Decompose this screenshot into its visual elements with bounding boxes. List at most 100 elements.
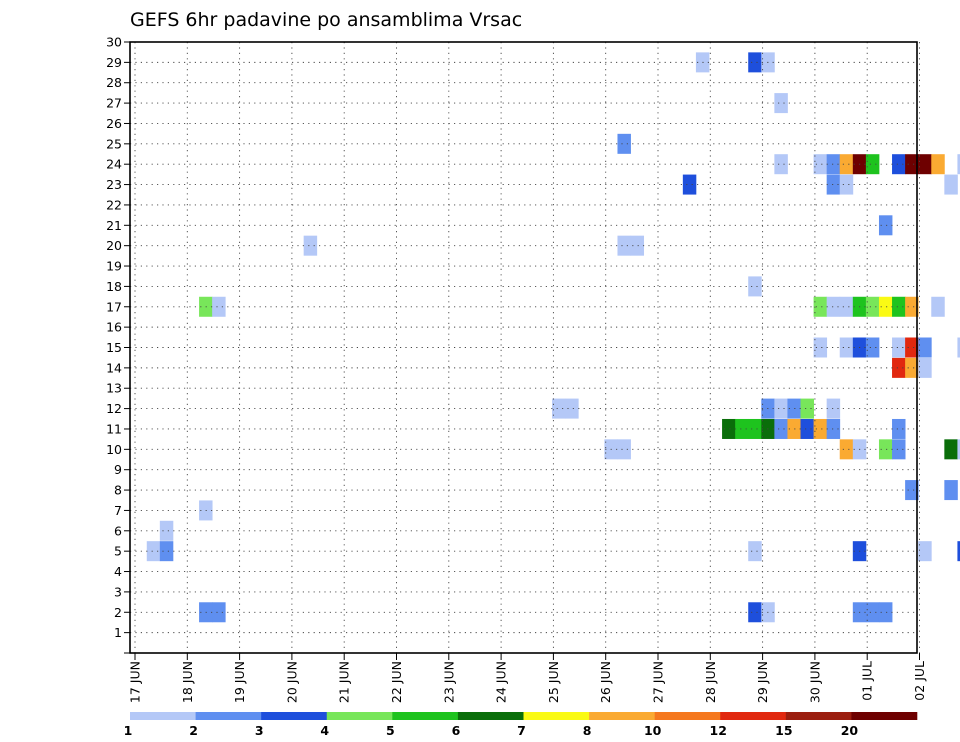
heatmap-cell: [552, 398, 566, 419]
colorbar-label: 3: [255, 723, 264, 738]
y-tick-label: 5: [114, 544, 122, 559]
heatmap-cell: [892, 418, 906, 439]
x-tick-label: 17 JUN: [128, 661, 143, 703]
heatmap-cell: [159, 520, 174, 541]
heatmap-cell: [826, 296, 841, 317]
y-tick-label: 30: [106, 35, 122, 50]
heatmap-cell: [748, 418, 762, 439]
heatmap-cell: [159, 541, 174, 562]
heatmap-cell: [212, 296, 226, 317]
y-tick-label: 11: [106, 421, 122, 436]
heatmap-cell: [722, 418, 736, 439]
heatmap-cell: [839, 439, 854, 460]
y-tick-label: 10: [106, 442, 122, 457]
heatmap-cell: [865, 154, 880, 175]
y-tick-label: 4: [114, 564, 122, 579]
colorbar-swatch: [851, 712, 918, 720]
x-tick-label: 19 JUN: [232, 661, 247, 703]
heatmap-cell: [918, 541, 932, 562]
colorbar-swatch: [392, 712, 459, 720]
heatmap-cell: [774, 418, 788, 439]
heatmap-cells: [146, 52, 960, 623]
heatmap-cell: [865, 337, 880, 358]
x-tick-label: 27 JUN: [651, 661, 666, 703]
colorbar-label: 8: [583, 723, 592, 738]
heatmap-cell: [839, 174, 854, 195]
heatmap-cell: [839, 337, 854, 358]
heatmap-cell: [774, 154, 788, 175]
heatmap-cell: [787, 398, 801, 419]
heatmap-cell: [826, 174, 841, 195]
colorbar-label: 1: [124, 723, 133, 738]
heatmap-cell: [931, 296, 945, 317]
heatmap-cell: [918, 357, 932, 378]
heatmap-cell: [905, 480, 919, 501]
colorbar-swatch: [195, 712, 262, 720]
heatmap-cell: [826, 154, 841, 175]
x-tick-label: 02 JUL: [912, 661, 927, 701]
colorbar-swatch: [523, 712, 590, 720]
x-tick-label: 30 JUN: [807, 661, 822, 703]
colorbar-swatch: [457, 712, 524, 720]
colorbar-swatch: [130, 712, 196, 720]
y-tick-label: 6: [114, 523, 122, 538]
heatmap-cell: [800, 418, 814, 439]
heatmap-cell: [813, 337, 828, 358]
heatmap-cell: [905, 357, 919, 378]
y-tick-label: 13: [106, 381, 122, 396]
heatmap-cell: [800, 398, 814, 419]
x-tick-label: 24 JUN: [494, 661, 509, 703]
colorbar-swatch: [326, 712, 393, 720]
heatmap-cell: [748, 52, 762, 73]
y-tick-label: 28: [106, 75, 122, 90]
x-tick-label: 18 JUN: [180, 661, 195, 703]
y-tick-label: 1: [114, 625, 122, 640]
heatmap-cell: [892, 296, 906, 317]
heatmap-cell: [957, 439, 960, 460]
y-tick-label: 22: [106, 197, 122, 212]
heatmap-cell: [878, 439, 893, 460]
heatmap-cell: [617, 133, 631, 154]
heatmap-cell: [918, 337, 932, 358]
x-tick-label: 26 JUN: [598, 661, 613, 703]
y-tick-label: 21: [106, 218, 122, 233]
y-tick-label: 29: [106, 55, 122, 70]
y-tick-label: 2: [114, 605, 122, 620]
colorbar-swatch: [261, 712, 328, 720]
heatmap-cell: [957, 154, 960, 175]
heatmap-cell: [865, 602, 880, 623]
x-tick-label: 25 JUN: [546, 661, 561, 703]
plot-frame: [129, 41, 918, 654]
x-tick-label: 28 JUN: [703, 661, 718, 703]
y-tick-label: 15: [106, 340, 122, 355]
y-tick-label: 14: [106, 360, 122, 375]
colorbar-label: 20: [841, 723, 859, 738]
heatmap-cell: [630, 235, 645, 256]
heatmap-cell: [735, 418, 749, 439]
colorbar-label: 6: [452, 723, 461, 738]
colorbar-label: 7: [517, 723, 526, 738]
y-tick-label: 25: [106, 136, 122, 151]
y-axis: 1234567891011121314151617181920212223242…: [106, 35, 130, 654]
heatmap-cell: [905, 337, 919, 358]
heatmap-cell: [813, 154, 828, 175]
y-tick-label: 9: [114, 462, 122, 477]
y-tick-label: 24: [106, 157, 122, 172]
y-tick-label: 23: [106, 177, 122, 192]
heatmap-cell: [931, 154, 945, 175]
x-tick-label: 29 JUN: [755, 661, 770, 703]
y-tick-label: 26: [106, 116, 122, 131]
heatmap-cell: [892, 357, 906, 378]
heatmap-cell: [748, 541, 762, 562]
heatmap-cell: [748, 276, 762, 297]
heatmap-cell: [865, 296, 880, 317]
y-tick-label: 17: [106, 299, 122, 314]
colorbar-label: 10: [644, 723, 662, 738]
heatmap-cell: [839, 296, 854, 317]
heatmap-cell: [957, 337, 960, 358]
heatmap-cell: [878, 602, 893, 623]
y-tick-label: 27: [106, 96, 122, 111]
x-tick-label: 01 JUL: [860, 661, 875, 701]
heatmap-cell: [813, 296, 828, 317]
